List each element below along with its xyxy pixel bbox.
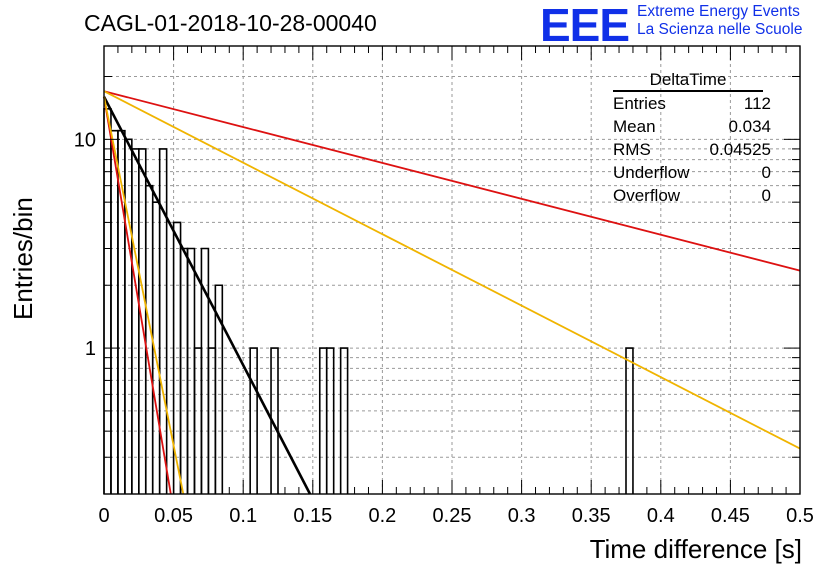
histogram-bar	[325, 347, 335, 494]
y-tick-label: 10	[74, 129, 96, 151]
histogram-bar	[103, 108, 112, 494]
stats-row: Entries 112	[613, 92, 771, 115]
x-tick-label: 0.1	[229, 505, 257, 527]
x-tick-label: 0.15	[293, 505, 332, 527]
stats-value: 0.04525	[709, 140, 771, 159]
stats-value: 0	[761, 163, 771, 182]
stats-title: DeltaTime	[613, 70, 763, 92]
histogram-bar	[207, 347, 217, 494]
stats-value: 0.034	[728, 117, 771, 136]
eee-logo: EEE	[540, 0, 630, 51]
fit-line	[102, 96, 312, 495]
y-axis-label: Entries/bin	[8, 197, 38, 320]
histogram-bar	[625, 347, 634, 494]
x-tick-label: 0.2	[368, 505, 396, 527]
stats-value: 112	[743, 94, 771, 113]
stats-value: 0	[761, 186, 771, 205]
x-tick-label: 0.35	[572, 505, 611, 527]
histogram-bar	[124, 138, 133, 494]
stats-label: Entries	[613, 94, 666, 113]
stats-row: Underflow 0	[613, 161, 771, 184]
logo-caption: Extreme Energy Events La Scienza nelle S…	[637, 3, 802, 39]
fit-line	[103, 96, 185, 495]
logo-caption-line1: Extreme Energy Events	[637, 3, 800, 20]
stats-label: Mean	[613, 117, 656, 136]
histogram-bar	[131, 148, 140, 494]
y-tick-label: 1	[85, 338, 96, 360]
histogram-bar	[158, 148, 168, 494]
stats-row: Overflow 0	[613, 184, 771, 207]
x-tick-label: 0.05	[154, 505, 193, 527]
x-axis-label: Time difference [s]	[589, 534, 802, 564]
histogram-bar	[249, 347, 258, 494]
x-tick-label: 0.4	[647, 505, 675, 527]
stats-row: Mean 0.034	[613, 115, 771, 138]
x-tick-label: 0.45	[711, 505, 750, 527]
stats-row: RMS 0.04525	[613, 138, 771, 161]
fit-line	[103, 90, 801, 450]
stats-box: DeltaTime Entries 112 Mean 0.034 RMS 0.0…	[613, 70, 773, 207]
x-tick-label: 0.5	[786, 505, 814, 527]
plot-title: CAGL-01-2018-10-28-00040	[84, 10, 377, 36]
fit-line	[103, 90, 801, 272]
logo-caption-line2: La Scienza nelle Scuole	[637, 21, 803, 38]
x-tick-label: 0.25	[433, 505, 472, 527]
x-tick-label: 0	[98, 505, 109, 527]
histogram-bar	[318, 347, 328, 494]
fit-line	[103, 96, 172, 495]
histogram-bar	[339, 347, 349, 494]
stats-label: RMS	[613, 140, 651, 159]
x-tick-label: 0.3	[508, 505, 536, 527]
histogram-bar	[193, 347, 203, 494]
histogram-bar	[214, 284, 224, 494]
stats-label: Overflow	[613, 186, 681, 205]
stats-label: Underflow	[613, 163, 690, 182]
